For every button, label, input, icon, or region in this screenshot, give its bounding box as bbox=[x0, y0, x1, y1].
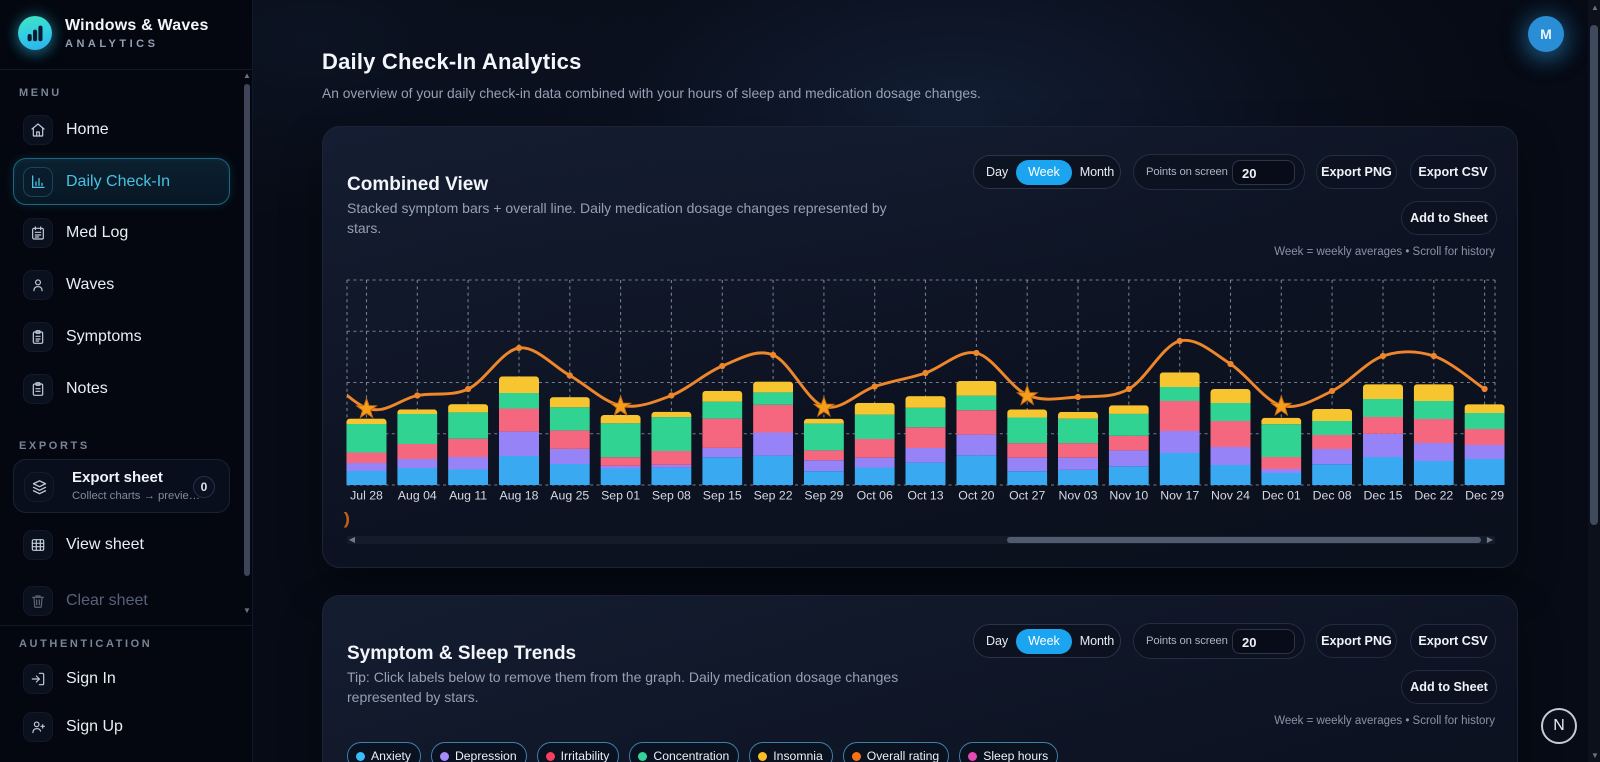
svg-text:Aug 04: Aug 04 bbox=[398, 489, 437, 503]
svg-text:Sep 29: Sep 29 bbox=[804, 489, 843, 503]
svg-text:Aug 18: Aug 18 bbox=[500, 489, 539, 503]
svg-text:Nov 24: Nov 24 bbox=[1211, 489, 1250, 503]
svg-text:Oct 20: Oct 20 bbox=[958, 489, 994, 503]
svg-text:Sep 22: Sep 22 bbox=[754, 489, 793, 503]
svg-text:Nov 10: Nov 10 bbox=[1109, 489, 1148, 503]
svg-text:Sep 01: Sep 01 bbox=[601, 489, 640, 503]
svg-text:Jul 28: Jul 28 bbox=[350, 489, 383, 503]
svg-text:Dec 22: Dec 22 bbox=[1414, 489, 1453, 503]
svg-text:Nov 17: Nov 17 bbox=[1160, 489, 1199, 503]
svg-text:Dec 08: Dec 08 bbox=[1313, 489, 1352, 503]
svg-text:Nov 03: Nov 03 bbox=[1059, 489, 1098, 503]
svg-text:Dec 29: Dec 29 bbox=[1465, 489, 1504, 503]
svg-text:Oct 06: Oct 06 bbox=[857, 489, 893, 503]
svg-text:Dec 01: Dec 01 bbox=[1262, 489, 1301, 503]
svg-text:Oct 13: Oct 13 bbox=[907, 489, 943, 503]
svg-text:Dec 15: Dec 15 bbox=[1364, 489, 1403, 503]
svg-text:Aug 25: Aug 25 bbox=[550, 489, 589, 503]
svg-text:Aug 11: Aug 11 bbox=[449, 489, 487, 503]
svg-text:Oct 27: Oct 27 bbox=[1009, 489, 1045, 503]
svg-text:Sep 15: Sep 15 bbox=[703, 489, 742, 503]
svg-text:Sep 08: Sep 08 bbox=[652, 489, 691, 503]
